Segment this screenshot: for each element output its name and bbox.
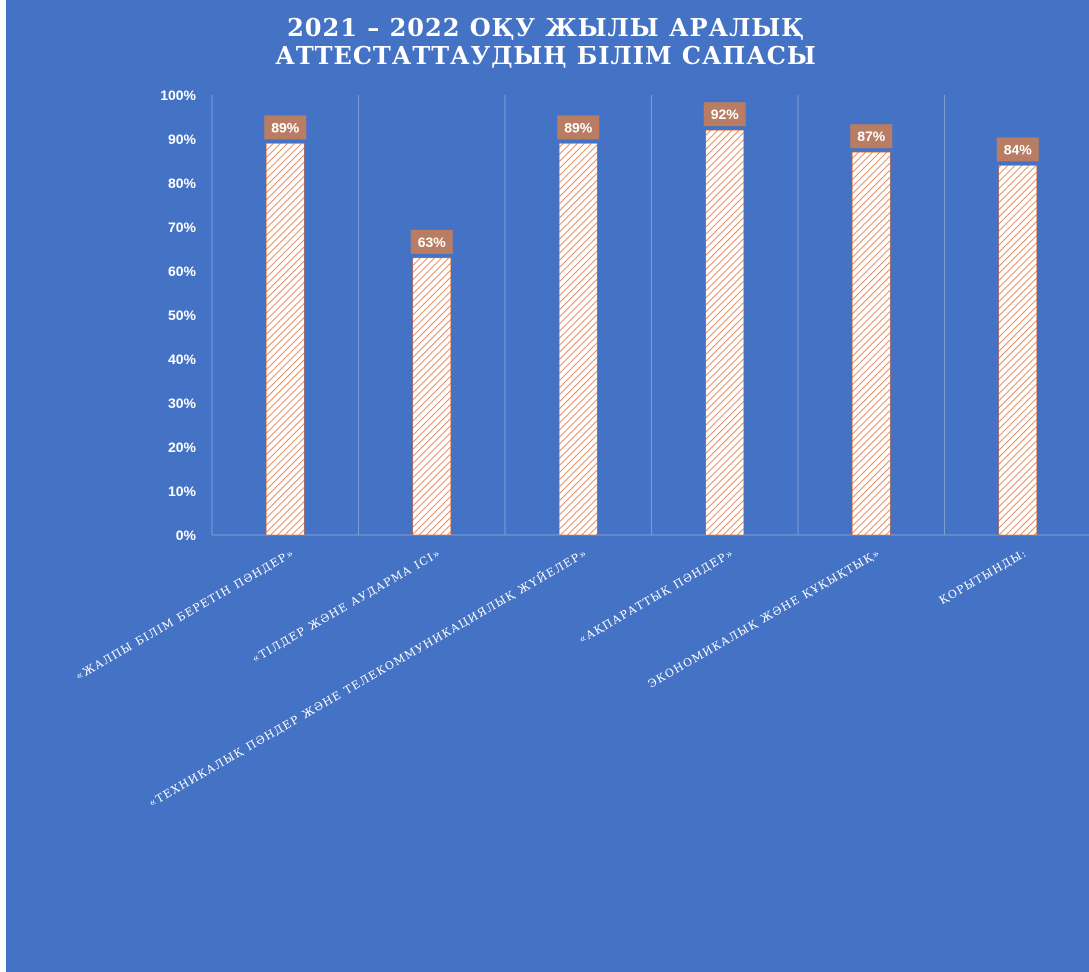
y-tick-label: 40% [168, 351, 197, 367]
data-label-box [410, 229, 453, 254]
chart-title-line-1: 2021 – 2022 ОҚУ ЖЫЛЫ АРАЛЫҚ [287, 13, 805, 42]
data-label-box [703, 102, 746, 127]
bar [851, 151, 891, 536]
data-label: 89% [564, 119, 593, 135]
data-label: 63% [418, 234, 447, 250]
y-tick-label: 30% [168, 395, 197, 411]
y-tick-label: 50% [168, 307, 197, 323]
data-label: 87% [857, 128, 886, 144]
bars [265, 129, 1038, 536]
data-labels: 89% 63% 89% 92% 87% 84% [264, 102, 1039, 254]
y-tick-label: 60% [168, 263, 197, 279]
bar [998, 165, 1038, 536]
y-tick-label: 70% [168, 219, 197, 235]
y-axis-ticks: 0% 10% 20% 30% 40% 50% 60% 70% 80% 90% 100% [160, 87, 196, 543]
data-label-box [996, 137, 1039, 162]
gridlines [211, 95, 1089, 536]
y-tick-label: 0% [176, 527, 197, 543]
bar [412, 257, 452, 536]
data-label: 92% [711, 106, 740, 122]
data-label-box [557, 115, 600, 140]
data-label-box [850, 124, 893, 149]
chart-title-line-2: АТТЕСТАТТАУДЫҢ БІЛІМ САПАСЫ [275, 41, 816, 70]
chart-canvas: 2021 – 2022 ОҚУ ЖЫЛЫ АРАЛЫҚ АТТЕСТАТТАУД… [6, 0, 1089, 972]
y-tick-label: 90% [168, 131, 197, 147]
bar [705, 129, 745, 536]
data-label: 89% [271, 119, 300, 135]
chart-background [6, 0, 1089, 972]
data-label-box [264, 115, 307, 140]
bar [265, 143, 305, 536]
y-tick-label: 80% [168, 175, 197, 191]
data-label: 84% [1004, 141, 1033, 157]
y-tick-label: 100% [160, 87, 196, 103]
y-tick-label: 10% [168, 483, 197, 499]
bar [558, 143, 598, 536]
y-tick-label: 20% [168, 439, 197, 455]
